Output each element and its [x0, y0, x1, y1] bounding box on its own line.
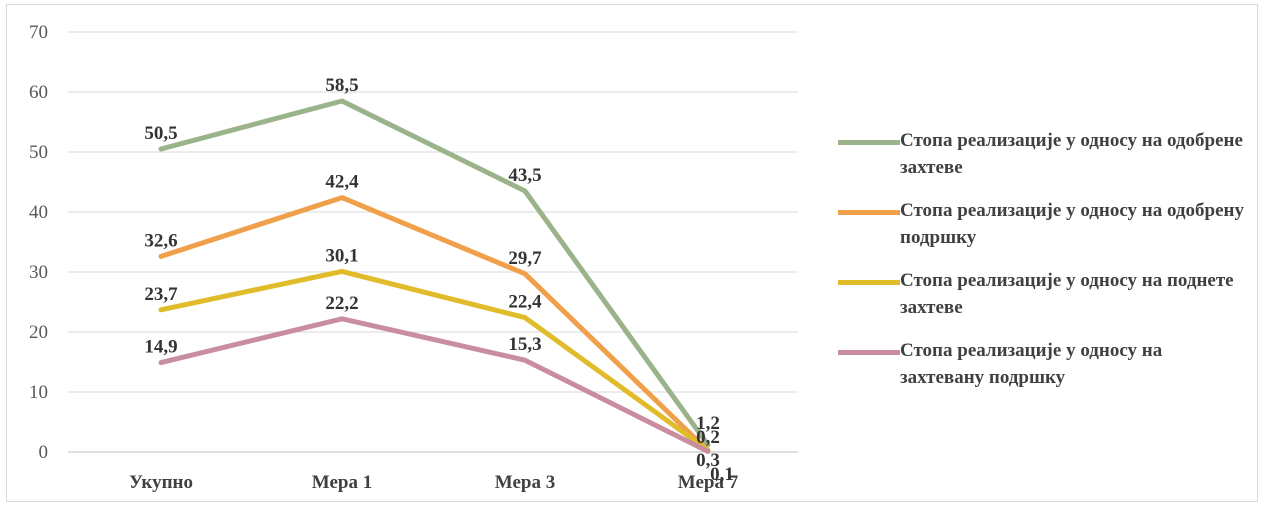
- legend-item: Стопа реализације у односу на захтевану …: [838, 337, 1258, 407]
- y-tick-label: 0: [39, 442, 49, 463]
- legend-swatch: [838, 280, 900, 285]
- data-label: 30,1: [325, 245, 358, 266]
- data-label: 15,3: [508, 334, 541, 355]
- legend-swatch: [838, 350, 900, 355]
- x-tick-label: Мера 1: [312, 472, 372, 493]
- data-label: 43,5: [508, 165, 541, 186]
- data-label: 42,4: [325, 172, 359, 193]
- series-line: [158, 268, 711, 453]
- x-tick-label: Мера 7: [678, 472, 739, 493]
- y-tick-label: 70: [29, 22, 48, 43]
- data-label: 50,5: [144, 123, 177, 144]
- x-tick-label: Мера 3: [495, 472, 555, 493]
- legend-label: Стопа реализације у односу на захтевану …: [900, 340, 1163, 388]
- data-label: 32,6: [144, 230, 177, 251]
- legend-item: Стопа реализације у односу на одобрену п…: [838, 197, 1258, 267]
- series-line: [158, 316, 711, 454]
- legend-swatch: [838, 210, 900, 215]
- chart-legend: Стопа реализације у односу на одобрене з…: [838, 127, 1258, 407]
- data-label: 0,2: [696, 427, 720, 448]
- legend-swatch: [838, 140, 900, 145]
- legend-item: Стопа реализације у односу на поднете за…: [838, 267, 1258, 337]
- series-line: [158, 195, 711, 454]
- x-tick-label: Укупно: [129, 472, 193, 493]
- data-label: 0,1: [710, 464, 734, 485]
- series-line: [158, 98, 711, 448]
- legend-label: Стопа реализације у односу на поднете за…: [900, 270, 1234, 318]
- chart-frame: [6, 4, 1258, 502]
- data-label: 29,7: [508, 248, 542, 269]
- data-label: 58,5: [325, 75, 358, 96]
- data-label: 14,9: [144, 337, 177, 358]
- data-label: 0,3: [696, 450, 720, 471]
- data-label: 22,4: [508, 292, 542, 313]
- y-tick-label: 30: [29, 262, 48, 283]
- legend-item: Стопа реализације у односу на одобрене з…: [838, 127, 1258, 197]
- y-tick-label: 40: [29, 202, 48, 223]
- legend-label: Стопа реализације у односу на одобрену п…: [900, 200, 1244, 248]
- y-tick-label: 20: [29, 322, 48, 343]
- data-label: 23,7: [144, 284, 178, 305]
- y-tick-label: 60: [29, 82, 48, 103]
- data-label: 22,2: [325, 293, 358, 314]
- y-tick-label: 10: [29, 382, 48, 403]
- y-tick-label: 50: [29, 142, 48, 163]
- legend-label: Стопа реализације у односу на одобрене з…: [900, 130, 1243, 178]
- data-label: 1,2: [696, 413, 720, 434]
